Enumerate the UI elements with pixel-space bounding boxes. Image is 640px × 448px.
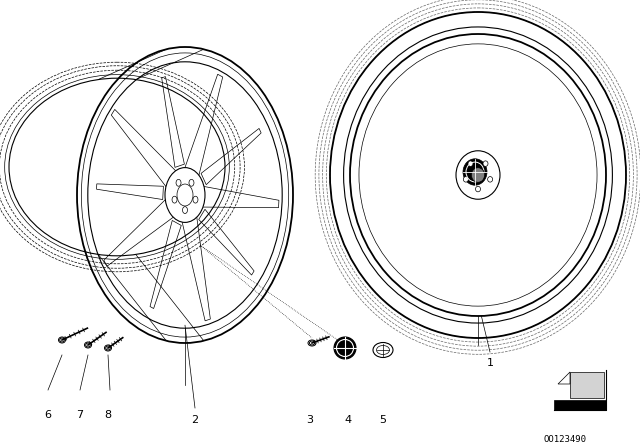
Ellipse shape <box>172 196 177 203</box>
Bar <box>554 400 606 410</box>
Ellipse shape <box>463 159 487 185</box>
Ellipse shape <box>483 161 488 166</box>
Ellipse shape <box>309 341 315 345</box>
Ellipse shape <box>476 186 481 192</box>
Ellipse shape <box>472 168 484 182</box>
Ellipse shape <box>106 346 110 350</box>
Ellipse shape <box>189 179 194 186</box>
Ellipse shape <box>456 151 500 199</box>
Polygon shape <box>558 372 570 384</box>
Text: 5: 5 <box>380 415 387 425</box>
Ellipse shape <box>165 168 205 222</box>
Ellipse shape <box>463 177 468 182</box>
Ellipse shape <box>334 337 356 359</box>
Ellipse shape <box>193 196 198 203</box>
Text: 2: 2 <box>191 415 198 425</box>
Ellipse shape <box>60 338 64 342</box>
Text: 6: 6 <box>45 410 51 420</box>
Ellipse shape <box>176 179 181 186</box>
Text: 3: 3 <box>307 415 314 425</box>
Ellipse shape <box>177 184 193 206</box>
Polygon shape <box>570 372 604 398</box>
Ellipse shape <box>468 161 473 166</box>
Text: 1: 1 <box>486 358 493 368</box>
Ellipse shape <box>350 34 606 316</box>
Text: 7: 7 <box>76 410 84 420</box>
Ellipse shape <box>86 343 90 347</box>
Ellipse shape <box>182 207 188 214</box>
Ellipse shape <box>344 27 612 323</box>
Text: 4: 4 <box>344 415 351 425</box>
Text: 8: 8 <box>104 410 111 420</box>
Text: OO123490: OO123490 <box>543 435 586 444</box>
Ellipse shape <box>488 177 493 182</box>
